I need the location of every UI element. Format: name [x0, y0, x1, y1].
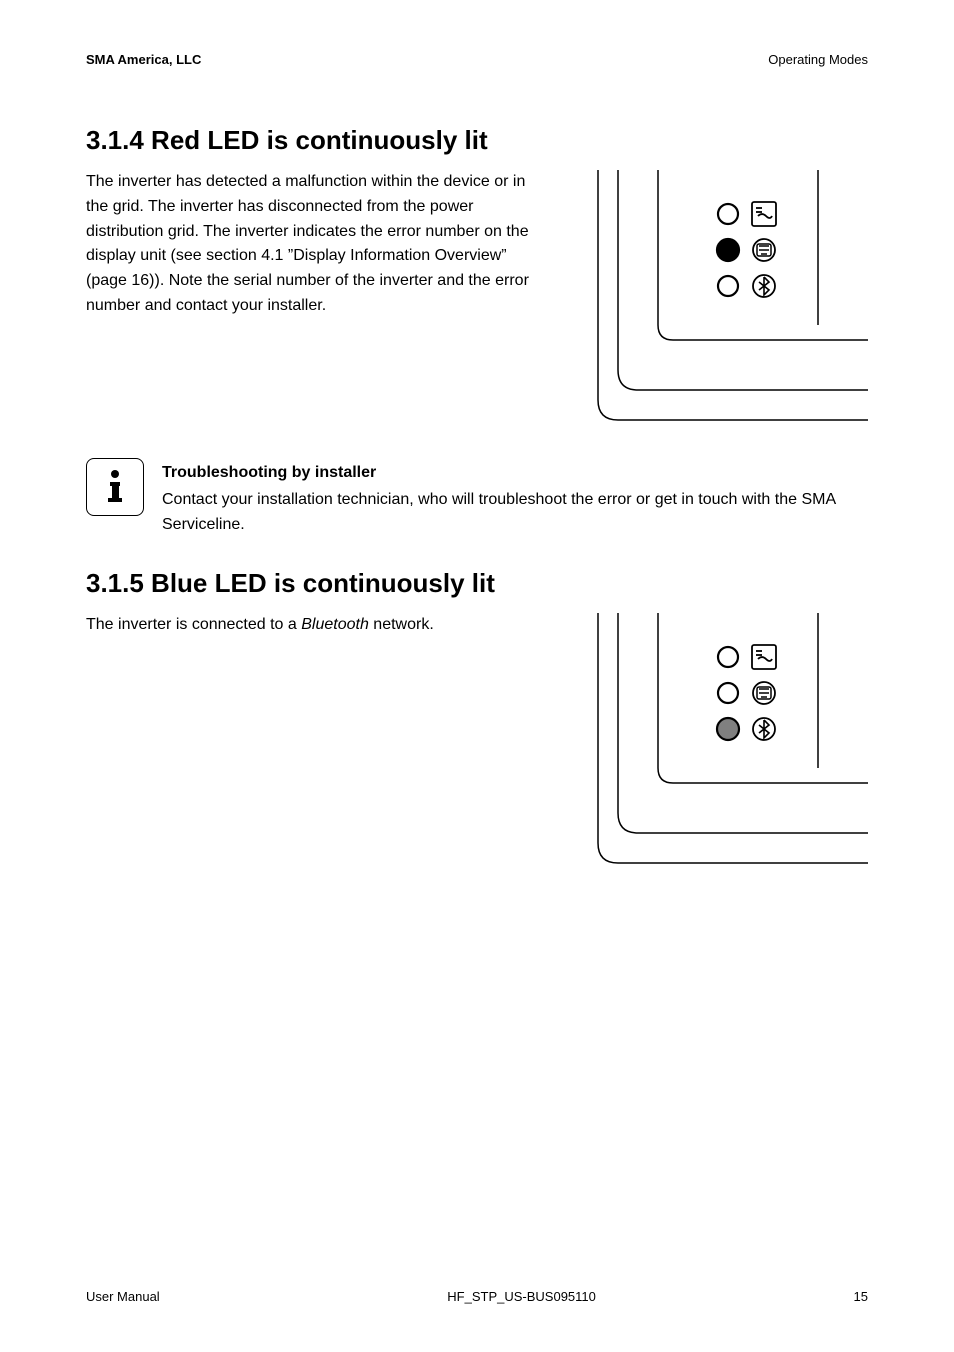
info-icon-box: [86, 458, 144, 516]
heading-3-1-5: 3.1.5 Blue LED is continuously lit: [86, 568, 868, 599]
section-3-1-4-row: The inverter has detected a malfunction …: [86, 170, 868, 430]
info-icon: [103, 469, 127, 505]
body-3-1-4: The inverter has detected a malfunction …: [86, 170, 538, 319]
heading-3-1-4: 3.1.4 Red LED is continuously lit: [86, 125, 868, 156]
body-3-1-5-pre: The inverter is connected to a: [86, 616, 301, 633]
header-right: Operating Modes: [768, 52, 868, 67]
info-body: Contact your installation technician, wh…: [162, 488, 868, 538]
page: SMA America, LLC Operating Modes 3.1.4 R…: [0, 0, 954, 1352]
info-title: Troubleshooting by installer: [162, 464, 868, 482]
inverter-diagram-red-led: [578, 170, 868, 430]
header-left: SMA America, LLC: [86, 52, 201, 67]
diagram-3-1-4-wrap: [568, 170, 868, 430]
body-3-1-5: The inverter is connected to a Bluetooth…: [86, 613, 538, 638]
inverter-diagram-blue-led: [578, 613, 868, 873]
diagram-3-1-5-wrap: [568, 613, 868, 873]
footer-left: User Manual: [86, 1289, 160, 1304]
body-3-1-5-italic: Bluetooth: [301, 616, 369, 633]
info-content: Troubleshooting by installer Contact you…: [162, 464, 868, 538]
footer-right: 15: [854, 1289, 868, 1304]
section-3-1-5-row: The inverter is connected to a Bluetooth…: [86, 613, 868, 873]
page-footer: User Manual HF_STP_US-BUS095110 15: [86, 1289, 868, 1304]
body-3-1-5-post: network.: [369, 616, 434, 633]
info-note: Troubleshooting by installer Contact you…: [86, 464, 868, 538]
section-3-1-4-text: The inverter has detected a malfunction …: [86, 170, 538, 430]
footer-center: HF_STP_US-BUS095110: [447, 1289, 596, 1304]
section-3-1-5-text: The inverter is connected to a Bluetooth…: [86, 613, 538, 873]
page-header: SMA America, LLC Operating Modes: [86, 52, 868, 67]
